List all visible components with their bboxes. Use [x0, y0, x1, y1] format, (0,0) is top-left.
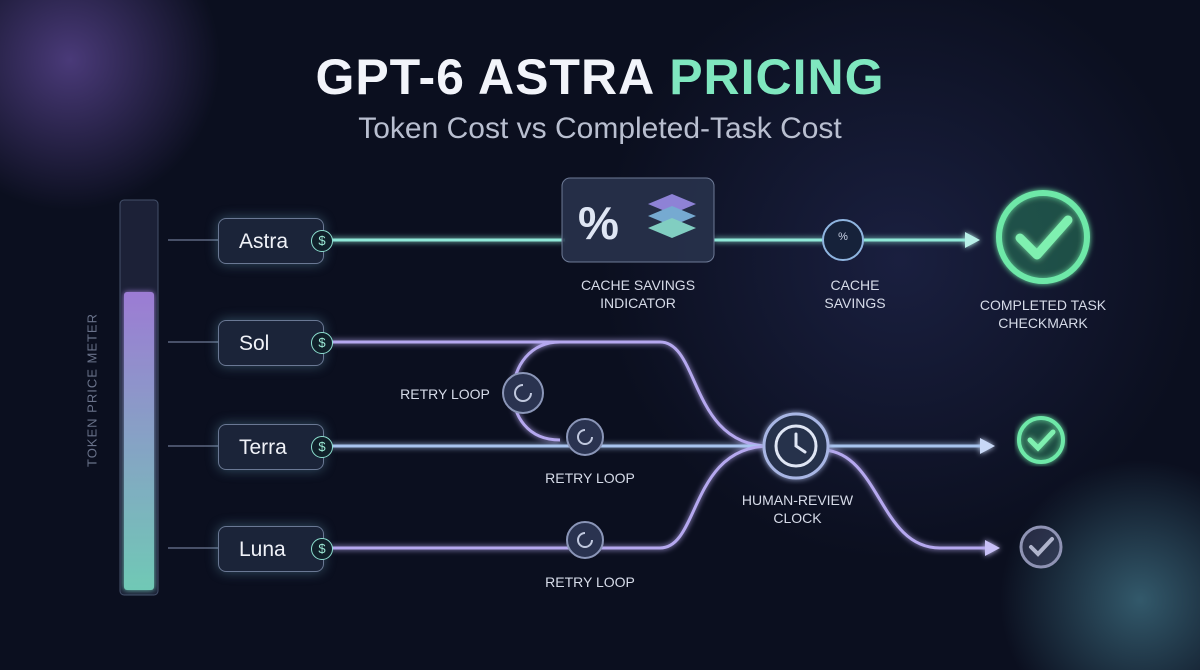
title: GPT-6 ASTRA PRICING [0, 48, 1200, 106]
currency-icon: $ [311, 230, 333, 252]
annotation: HUMAN-REVIEW CLOCK [741, 492, 854, 526]
meter-label: TOKEN PRICE METER [84, 312, 100, 468]
annotation: CACHE SAVINGS [824, 277, 886, 311]
tier-label: Terra [239, 436, 287, 459]
luna-check [1019, 525, 1063, 569]
currency-icon: $ [311, 436, 333, 458]
completed-check [996, 190, 1090, 284]
annotation: COMPLETED TASK CHECKMARK [979, 297, 1107, 331]
tier-label: Sol [239, 332, 270, 355]
meter-connectors [168, 239, 218, 549]
title-accent: PRICING [669, 49, 885, 105]
annotation: RETRY LOOP [545, 470, 635, 486]
tier-box: Luna $ [218, 526, 333, 572]
meter [119, 199, 159, 596]
annotation: CACHE SAVINGS INDICATOR [580, 277, 696, 311]
retry-icons [502, 372, 604, 559]
review-clock [762, 412, 830, 480]
cache-savings-icon [822, 219, 864, 261]
subtitle: Token Cost vs Completed-Task Cost [358, 112, 842, 145]
annotation: RETRY LOOP [400, 386, 490, 402]
title-main: GPT-6 ASTRA [315, 49, 656, 105]
cache-box [561, 177, 715, 263]
tier-label: Astra [239, 230, 289, 253]
percent-icon-small: % [838, 231, 848, 243]
tier-box: Terra $ [218, 424, 333, 470]
percent-icon: % [578, 197, 619, 249]
tier-box: Sol $ [218, 320, 333, 366]
annotation: RETRY LOOP [545, 574, 635, 590]
terra-check [1017, 416, 1065, 464]
currency-icon: $ [311, 332, 333, 354]
currency-icon: $ [311, 538, 333, 560]
tier-label: Luna [239, 538, 286, 561]
tier-box: Astra $ [218, 218, 333, 264]
